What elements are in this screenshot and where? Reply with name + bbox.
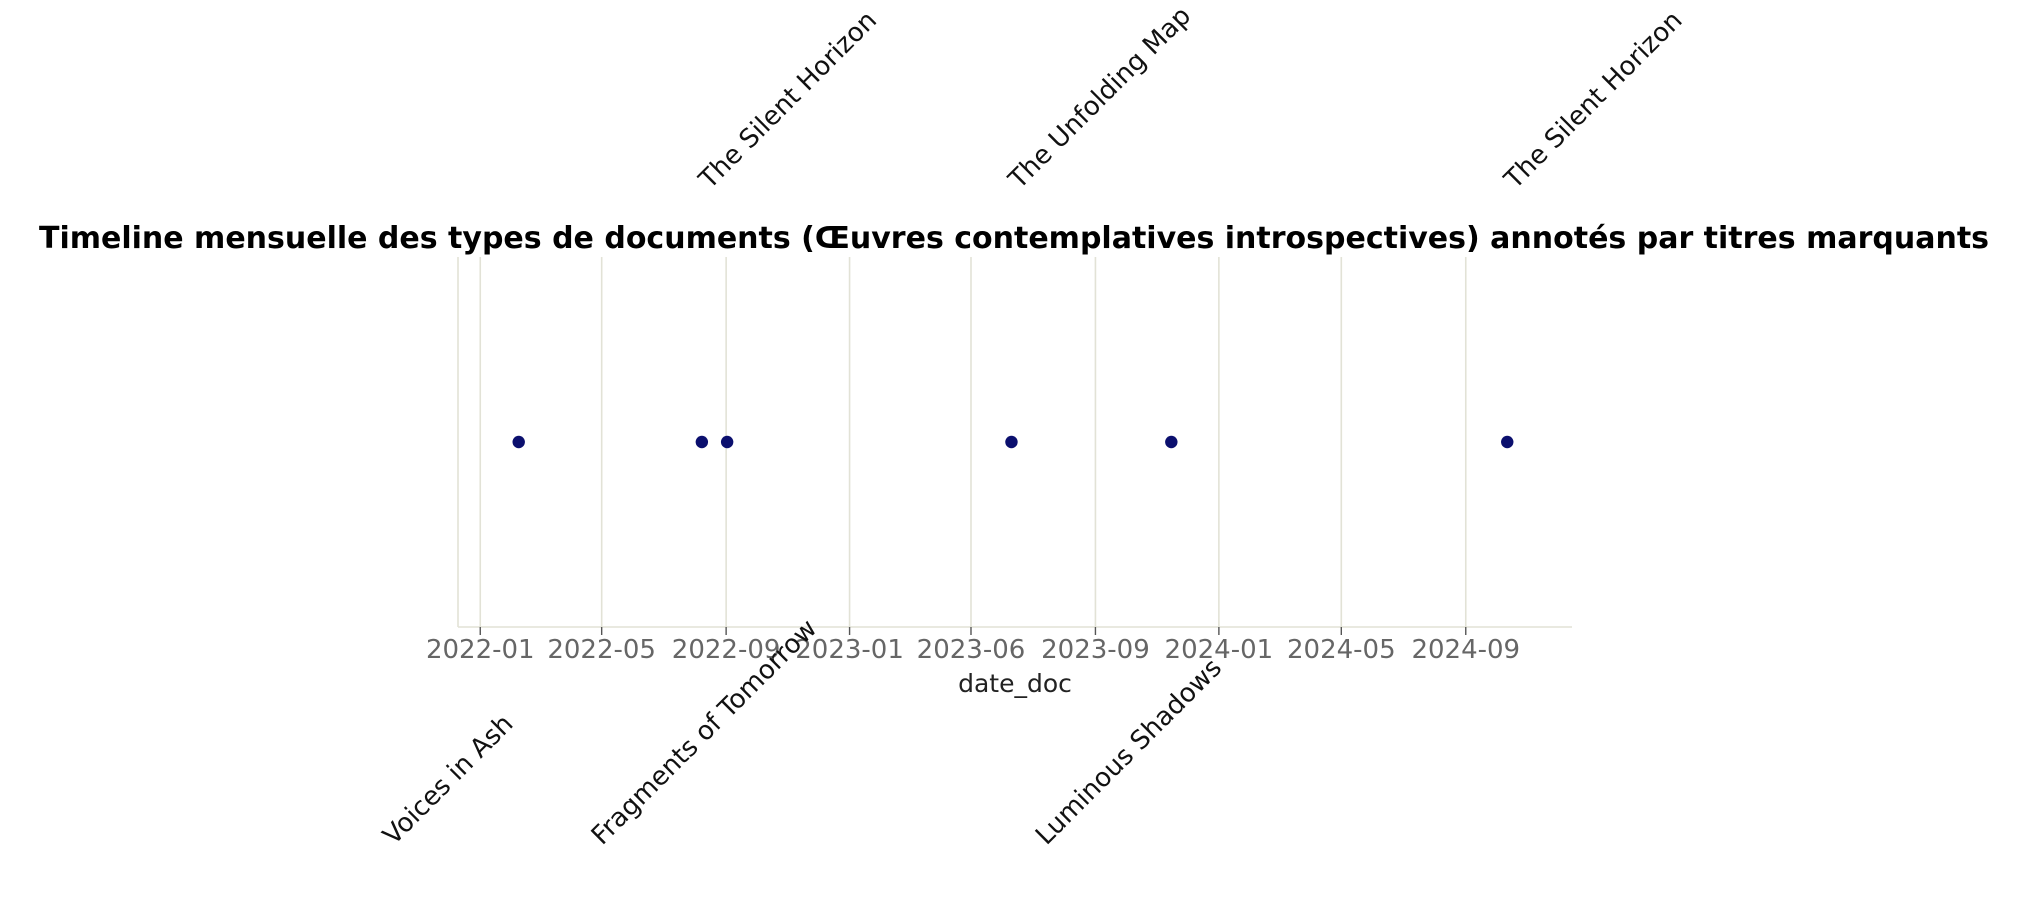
data-point — [1501, 435, 1514, 449]
grid-lines — [479, 257, 1467, 627]
x-tick-label: 2023-09 — [1041, 635, 1150, 665]
x-tick-label: 2023-01 — [795, 635, 904, 665]
x-tick-label: 2023-06 — [917, 635, 1026, 665]
data-point — [695, 435, 709, 449]
annotation-label: The Silent Horizon — [693, 6, 883, 196]
x-tick-label: 2024-09 — [1411, 635, 1520, 665]
annotation-label: The Unfolding Map — [1002, 1, 1197, 196]
chart-title: Timeline mensuelle des types de document… — [39, 221, 1989, 256]
annotation-label: Voices in Ash — [377, 709, 519, 851]
data-points — [512, 435, 1514, 449]
x-tick-label: 2022-09 — [672, 635, 781, 665]
data-point — [512, 435, 525, 449]
x-tick-label: 2024-01 — [1165, 635, 1274, 665]
x-tick-label: 2022-01 — [426, 635, 535, 665]
data-point — [720, 435, 734, 449]
data-point — [1005, 435, 1018, 449]
x-axis-ticks: 2022-01 2022-05 2022-09 2023-01 2023-06 2023-… — [426, 627, 1520, 665]
data-point — [1165, 435, 1178, 449]
x-tick-label: 2024-05 — [1287, 635, 1396, 665]
x-axis-label: date_doc — [958, 669, 1072, 698]
annotation-label: The Silent Horizon — [1498, 6, 1688, 196]
x-tick-label: 2022-05 — [547, 635, 656, 665]
